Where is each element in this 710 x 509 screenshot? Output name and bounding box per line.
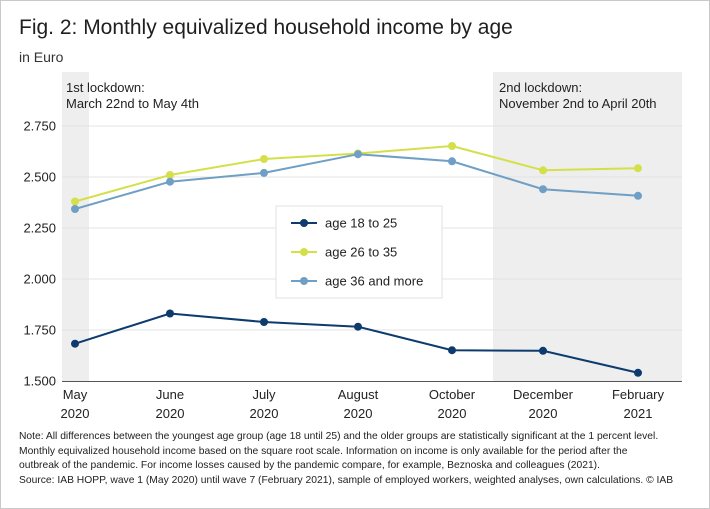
series-1-point	[354, 322, 362, 331]
legend-label-1: age 18 to 25	[325, 216, 397, 231]
x-tick-year: 2020	[344, 406, 373, 421]
series-2-point	[448, 142, 456, 150]
x-tick-label: October	[429, 387, 476, 402]
series-3-point	[539, 185, 547, 194]
x-tick-label: July	[252, 387, 276, 402]
source-line: Source: IAB HOPP, wave 1 (May 2020) unti…	[19, 474, 674, 486]
series-3-point	[354, 150, 362, 159]
series-2-point	[71, 197, 79, 206]
lockdown2-label-line2: November 2nd to April 20th	[499, 96, 657, 111]
y-axis-ticks: 1.500 1.750 2.000 2.250 2.500 2.750	[23, 119, 56, 389]
series-2-point	[166, 171, 174, 179]
y-tick-label: 2.750	[23, 119, 56, 134]
series-1-point	[166, 309, 174, 318]
series-1-point	[634, 368, 642, 377]
legend-marker-1	[300, 219, 308, 227]
legend-label-3: age 36 and more	[325, 274, 423, 289]
x-tick-label: May	[63, 387, 88, 402]
y-tick-label: 2.250	[23, 221, 56, 236]
line-chart: 1.500 1.750 2.000 2.250 2.500 2.750 May 2020 Ju…	[23, 72, 682, 421]
x-tick-year: 2020	[529, 406, 558, 421]
series-3-point	[260, 168, 268, 177]
x-tick-year: 2020	[156, 406, 185, 421]
x-tick-year: 2020	[438, 406, 467, 421]
y-tick-label: 1.750	[23, 323, 56, 338]
legend: age 18 to 25 age 26 to 35 age 36 and more	[275, 205, 443, 299]
chart-subtitle: in Euro	[19, 49, 64, 65]
series-1-point	[260, 318, 268, 326]
data-series	[71, 142, 642, 377]
legend-marker-2	[300, 248, 308, 256]
series-2-point	[634, 164, 642, 173]
lockdown2-shading	[493, 72, 682, 381]
legend-marker-3	[300, 277, 308, 285]
series-3-point	[166, 177, 174, 186]
legend-label-2: age 26 to 35	[325, 245, 397, 260]
note-line-2: Monthly equivalized household income bas…	[19, 445, 628, 457]
lockdown1-shading	[62, 72, 89, 381]
y-tick-label: 2.000	[23, 272, 56, 287]
x-tick-label: August	[338, 387, 379, 402]
x-tick-label: June	[156, 387, 184, 402]
x-tick-label: February	[612, 387, 665, 402]
series-3-point	[71, 205, 79, 213]
x-tick-year: 2020	[250, 406, 279, 421]
x-tick-year: 2020	[61, 406, 90, 421]
x-axis-ticks: May 2020 June 2020 July 2020 August 2020 October…	[61, 387, 665, 421]
lockdown1-label-line1: 1st lockdown:	[66, 80, 145, 95]
lockdown1-label-line2: March 22nd to May 4th	[66, 96, 199, 111]
series-1-point	[539, 346, 547, 355]
footnotes: Note: All differences between the younge…	[19, 430, 699, 488]
series-3-point	[448, 157, 456, 166]
y-tick-label: 1.500	[23, 374, 56, 389]
lockdown2-label-line1: 2nd lockdown:	[499, 80, 582, 95]
chart-title: Fig. 2: Monthly equivalized household in…	[19, 16, 513, 39]
series-1-point	[71, 339, 79, 348]
y-tick-label: 2.500	[23, 170, 56, 185]
series-2-point	[260, 155, 268, 163]
series-2-point	[539, 166, 547, 175]
note-line-1: Note: All differences between the younge…	[19, 431, 659, 442]
x-tick-year: 2021	[624, 406, 653, 421]
note-line-3: outbreak of the pandemic. For income los…	[19, 460, 600, 472]
series-3-point	[634, 191, 642, 200]
series-1-point	[448, 346, 456, 355]
x-tick-label: December	[513, 387, 574, 402]
